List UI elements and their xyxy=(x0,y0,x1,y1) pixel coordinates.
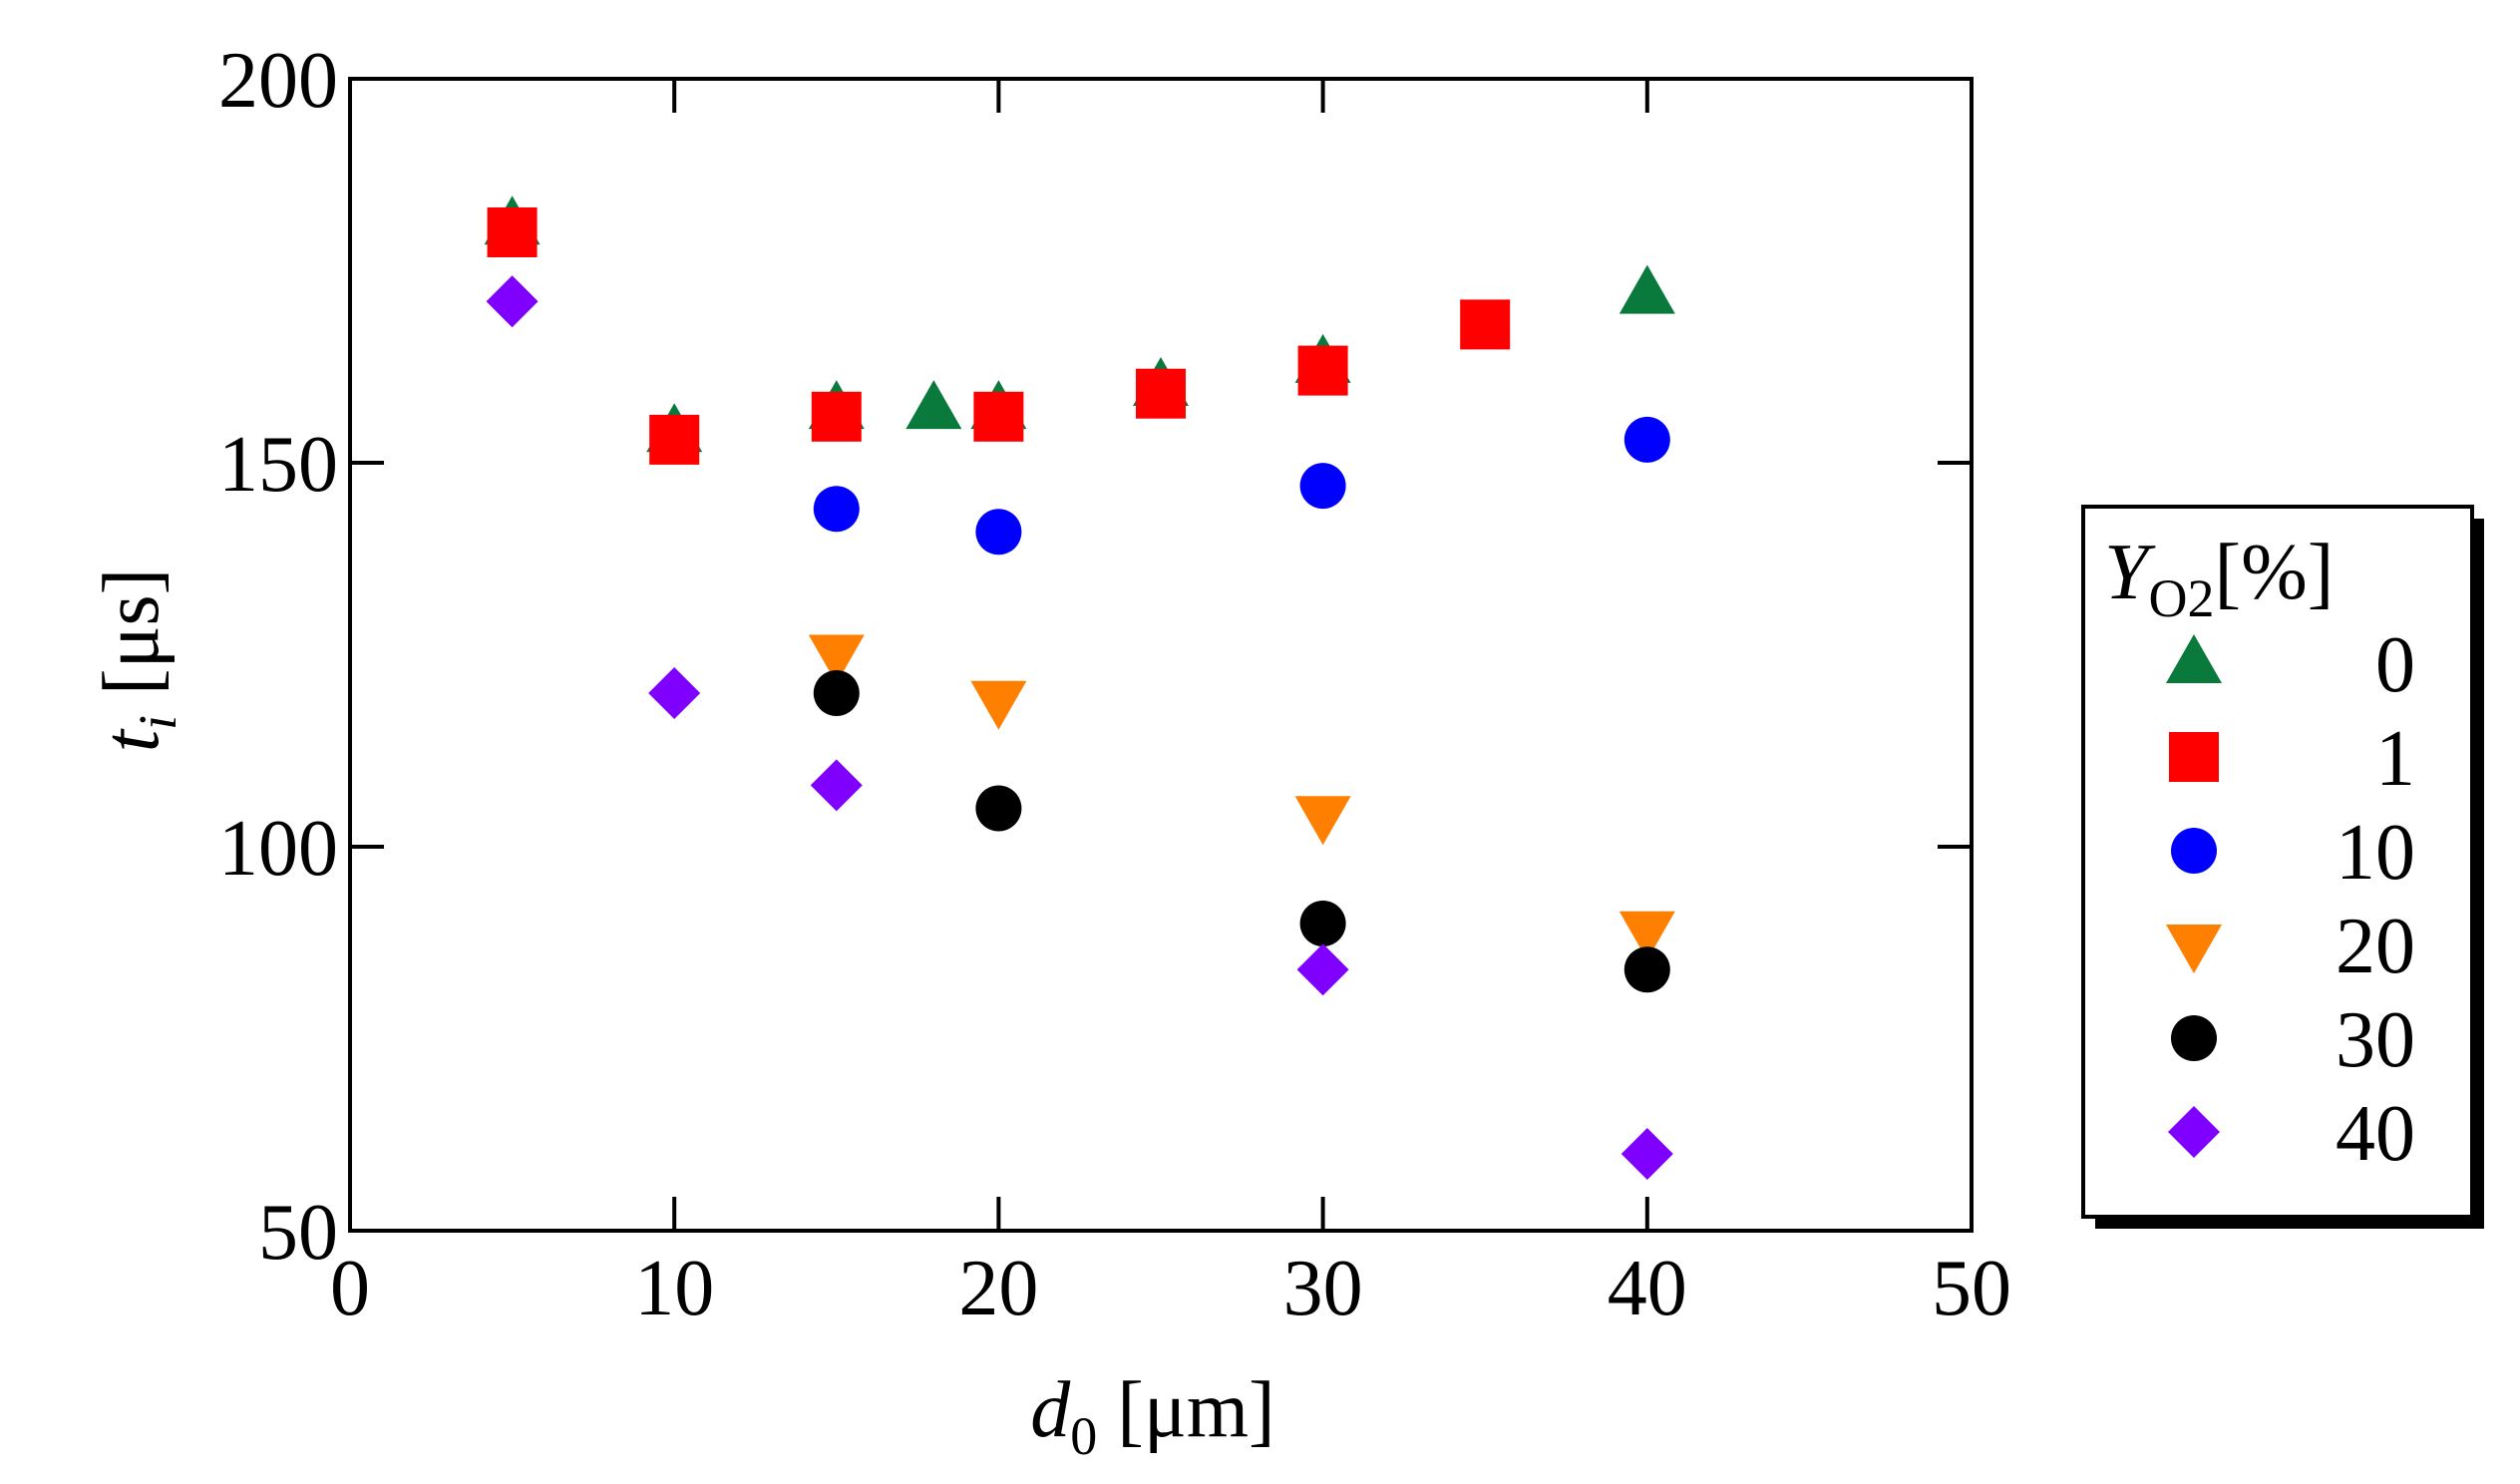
legend-item-30: 30 xyxy=(2171,996,2415,1084)
legend-item-20: 20 xyxy=(2166,903,2415,990)
data-point xyxy=(1299,463,1346,510)
data-point xyxy=(1619,911,1675,960)
legend-label: 10 xyxy=(2336,809,2415,897)
data-point xyxy=(487,207,538,257)
series-30 xyxy=(813,670,1670,993)
legend-title-var: Y xyxy=(2104,529,2156,616)
plot-area xyxy=(348,77,1974,1233)
series-40 xyxy=(486,275,1673,1180)
axis-ticks: 0 10 20 30 40 50 50 100 150 200 xyxy=(218,37,2011,1332)
data-point xyxy=(1297,345,1348,396)
y-tick-label: 50 xyxy=(258,1189,338,1277)
legend-item-0: 0 xyxy=(2166,621,2415,709)
series-1 xyxy=(487,207,1511,465)
y-axis-title-var: t xyxy=(88,728,176,752)
legend-item-1: 1 xyxy=(2169,715,2415,803)
data-point xyxy=(1623,946,1670,993)
series-20 xyxy=(808,634,1675,960)
legend-title: YO2[%] xyxy=(2104,529,2334,628)
data-point xyxy=(1299,901,1346,946)
x-tick-label: 20 xyxy=(958,1245,1038,1332)
x-axis-title: d0 [μm] xyxy=(1030,1366,1274,1466)
data-point xyxy=(1460,299,1511,350)
legend-marker xyxy=(2166,634,2222,683)
data-point xyxy=(1623,416,1670,463)
y-axis-title: ti [μs] xyxy=(88,568,187,753)
data-point xyxy=(1294,796,1351,846)
legend-label: 40 xyxy=(2336,1090,2415,1178)
data-point xyxy=(810,759,863,812)
y-axis-title-unit: [μs] xyxy=(88,568,176,695)
data-point xyxy=(649,414,700,465)
data-point xyxy=(975,785,1022,832)
data-point xyxy=(813,486,860,533)
series-10 xyxy=(813,416,1670,556)
legend-label: 1 xyxy=(2375,715,2415,803)
data-point xyxy=(1296,943,1349,996)
data-point xyxy=(905,380,962,430)
x-tick-label: 50 xyxy=(1932,1245,2011,1332)
legend-item-40: 40 xyxy=(2168,1090,2415,1178)
data-point xyxy=(1619,264,1675,314)
y-tick-label: 150 xyxy=(218,421,338,509)
x-axis-title-var: d xyxy=(1030,1366,1071,1454)
legend-label: 20 xyxy=(2336,903,2415,990)
data-point xyxy=(973,391,1024,442)
data-point xyxy=(811,391,862,442)
legend-marker xyxy=(2169,732,2219,782)
legend-marker xyxy=(2171,1015,2217,1061)
y-axis-title-sub: i xyxy=(128,715,187,730)
x-axis-title-sub: 0 xyxy=(1070,1406,1097,1466)
data-point xyxy=(486,275,539,328)
data-point xyxy=(970,680,1027,730)
plot-frame xyxy=(348,77,1974,1233)
data-point xyxy=(1136,368,1186,419)
x-tick-label: 30 xyxy=(1283,1245,1363,1332)
y-tick-label: 200 xyxy=(218,37,338,125)
legend-marker xyxy=(2166,925,2222,973)
legend-label: 0 xyxy=(2375,621,2415,709)
data-point xyxy=(1620,1128,1673,1180)
x-tick-label: 40 xyxy=(1608,1245,1687,1332)
legend-label: 30 xyxy=(2336,996,2415,1084)
data-point xyxy=(975,509,1022,556)
data-point xyxy=(813,670,860,716)
legend-title-sub: O2 xyxy=(2149,568,2215,628)
data-point xyxy=(648,667,701,719)
legend-item-10: 10 xyxy=(2171,809,2415,897)
legend-title-unit: [%] xyxy=(2215,529,2335,616)
x-axis-title-unit: [μm] xyxy=(1117,1366,1274,1454)
legend-box xyxy=(2081,505,2474,1219)
x-tick-label: 0 xyxy=(330,1245,370,1332)
y-tick-label: 100 xyxy=(218,805,338,893)
legend-marker xyxy=(2168,1106,2220,1158)
x-tick-label: 10 xyxy=(634,1245,714,1332)
data-markers xyxy=(484,195,1675,1180)
data-point xyxy=(808,634,865,684)
legend-marker xyxy=(2171,828,2217,874)
